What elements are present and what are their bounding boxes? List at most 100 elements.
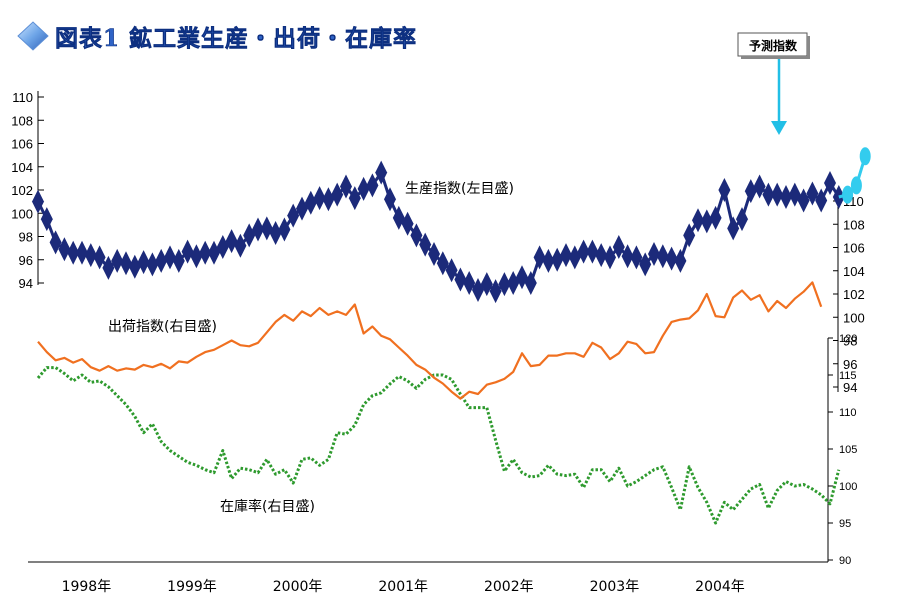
production-point — [190, 244, 203, 269]
right-upper-y-tick-label: 94 — [843, 380, 857, 395]
production-point — [612, 234, 625, 259]
production-point — [357, 176, 370, 201]
x-tick-label: 2004年 — [695, 579, 745, 595]
production-point — [780, 184, 792, 209]
shipment-index-series — [37, 281, 823, 400]
production-point — [401, 211, 414, 236]
production-point — [542, 248, 555, 273]
production-point — [225, 229, 238, 254]
x-tick-label: 2000年 — [273, 579, 323, 595]
production-point — [762, 182, 775, 207]
forecast-point — [842, 185, 854, 204]
production-point — [410, 223, 423, 248]
production-point — [32, 189, 44, 214]
prediction-label-shadow-bottom — [741, 56, 810, 59]
production-point — [736, 207, 748, 232]
production-point — [630, 245, 643, 270]
shipment-index-line — [37, 281, 823, 400]
right-lower-y-tick-label: 100 — [839, 481, 857, 493]
production-point — [692, 208, 704, 233]
production-point — [700, 209, 713, 234]
production-point — [463, 271, 476, 295]
left-y-ticks: 94 96 98 100 102 104 106 108 110 — [11, 90, 44, 291]
right-upper-y-tick-label: 108 — [843, 217, 865, 232]
production-point — [604, 245, 616, 270]
production-point — [771, 182, 784, 207]
right-upper-y-tick-label: 102 — [843, 287, 865, 302]
production-point — [313, 186, 326, 211]
production-point — [656, 244, 669, 269]
right-lower-y-tick-label: 95 — [839, 518, 851, 530]
title-block: 図表1 鉱工業生産・出荷・在庫率 — [17, 21, 417, 52]
production-point — [269, 221, 282, 246]
production-point — [102, 255, 115, 280]
right-upper-y-tick-label: 98 — [843, 334, 857, 349]
prediction-callout: 予測指数 — [737, 32, 810, 135]
production-point — [58, 237, 71, 262]
left-y-tick-label: 96 — [19, 253, 33, 268]
right-upper-y-tick-label: 104 — [843, 264, 865, 279]
production-point — [753, 174, 766, 199]
production-point — [454, 267, 467, 292]
right-upper-y-tick-label: 96 — [843, 357, 857, 372]
forecast-point — [859, 147, 871, 166]
production-point — [120, 251, 132, 276]
x-tick-label: 2001年 — [378, 579, 428, 595]
left-y-tick-label: 102 — [11, 183, 33, 198]
production-point — [340, 174, 352, 199]
diamond-bullet-icon — [17, 21, 49, 51]
left-y-tick-label: 100 — [11, 206, 33, 221]
production-point — [551, 247, 564, 272]
chart-title: 図表1 鉱工業生産・出荷・在庫率 — [55, 25, 417, 52]
production-point — [366, 173, 379, 198]
production-point — [577, 239, 590, 264]
production-point — [252, 217, 264, 242]
production-point — [489, 279, 502, 304]
production-point — [498, 272, 511, 297]
left-y-tick-label: 106 — [11, 137, 33, 152]
production-point — [278, 217, 291, 242]
right-lower-y-ticks: 90 95 100 105 110 115 120 — [828, 333, 857, 567]
production-point — [595, 243, 608, 268]
production-point — [806, 181, 819, 206]
x-tick-label: 1998年 — [62, 579, 112, 595]
production-point — [93, 245, 106, 270]
production-point — [639, 252, 652, 277]
prediction-label: 予測指数 — [749, 38, 798, 53]
production-point — [436, 251, 449, 276]
production-point — [331, 182, 344, 207]
production-point — [84, 243, 97, 268]
production-point — [533, 245, 546, 270]
shipment-series-label: 出荷指数(右目盛) — [108, 319, 217, 335]
right-lower-y-tick-label: 120 — [839, 333, 857, 345]
production-point — [76, 240, 88, 265]
production-point — [287, 203, 300, 228]
production-point — [67, 240, 80, 265]
x-tick-label: 2003年 — [590, 579, 640, 595]
production-point — [586, 239, 599, 264]
production-point — [709, 205, 722, 230]
right-lower-y-tick-label: 115 — [839, 370, 857, 382]
production-point — [815, 188, 828, 213]
production-point — [172, 248, 185, 273]
production-point — [727, 216, 740, 241]
production-point — [128, 254, 141, 279]
production-point — [181, 239, 194, 264]
production-point — [744, 179, 757, 204]
production-point — [260, 216, 273, 241]
production-point — [445, 258, 458, 283]
left-y-tick-label: 108 — [11, 113, 33, 128]
x-ticks: 1998年 1999年 2000年 2001年 2002年 2003年 2004年 — [62, 579, 745, 595]
production-point — [621, 244, 634, 269]
production-point — [322, 187, 335, 212]
inventory-series-label: 在庫率(右目盛) — [220, 498, 315, 515]
production-point — [560, 243, 572, 268]
production-point — [234, 233, 247, 258]
forecast-series — [838, 147, 871, 204]
forecast-point — [850, 176, 862, 195]
production-point — [146, 252, 159, 277]
production-point — [40, 207, 53, 232]
production-point — [137, 250, 150, 275]
production-point — [824, 171, 836, 196]
